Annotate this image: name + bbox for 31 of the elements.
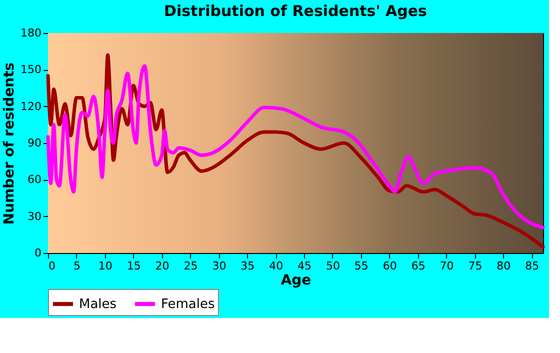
y-tick-label: 30 [28,210,42,223]
y-tick-label: 120 [20,100,42,113]
x-tick-label: 70 [440,260,454,272]
x-tick-label: 55 [354,260,368,272]
y-tick-label: 150 [20,63,42,76]
chart-title: Distribution of Residents' Ages [164,2,428,20]
x-tick-label: 50 [326,260,340,272]
x-tick-label: 30 [212,260,226,272]
x-tick-label: 60 [382,260,397,272]
y-tick-label: 60 [28,173,42,186]
x-tick-label: 45 [298,260,312,272]
x-tick-label: 10 [98,260,112,272]
x-tick-label: 0 [48,260,56,272]
y-tick-label: 90 [28,136,42,150]
y-tick-label: 180 [20,26,42,40]
x-tick-label: 40 [269,260,284,272]
x-tick-label: 75 [468,260,482,272]
x-tick-label: 25 [184,260,198,272]
x-tick-label: 80 [496,260,511,272]
x-tick-label: 15 [126,260,141,272]
x-tick-label: 20 [155,260,170,272]
x-tick-label: 65 [411,260,426,272]
y-tick-label: 0 [34,246,42,260]
x-axis-title: Age [280,272,312,288]
legend-label: Females [161,297,216,312]
x-tick-label: 85 [525,260,540,272]
x-tick-label: 35 [240,260,255,272]
y-axis-title: Number of residents [2,62,18,225]
x-tick-label: 5 [73,260,80,272]
legend-label: Males [79,297,117,312]
line-series [46,64,545,230]
